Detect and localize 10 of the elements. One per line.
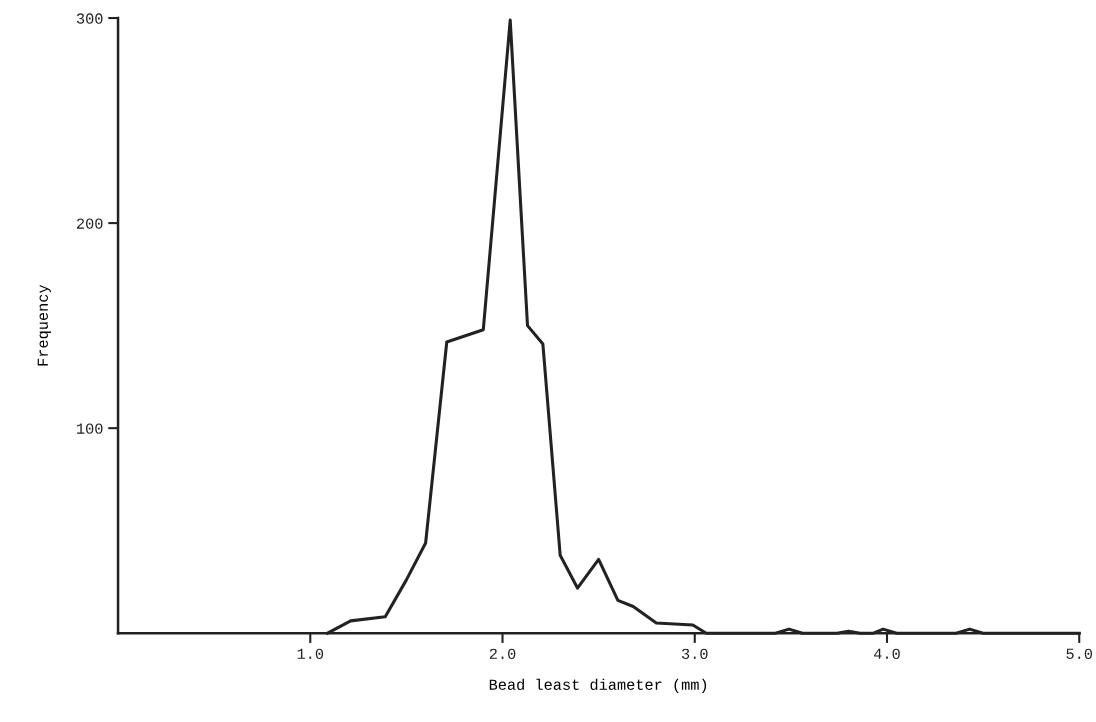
x-tick-label: 4.0 — [874, 648, 900, 659]
x-tick-label: 3.0 — [681, 648, 708, 659]
y-tick-label: 200 — [77, 218, 103, 229]
x-tick-label: 2.0 — [489, 648, 516, 659]
y-axis-title: Frequency — [37, 284, 51, 366]
y-tick-label: 100 — [77, 423, 103, 434]
x-axis-title: Bead least diameter (mm) — [489, 678, 707, 693]
y-tick-label: 300 — [76, 13, 103, 24]
x-tick-label: 5.0 — [1066, 648, 1093, 659]
x-tick-label: 1.0 — [297, 648, 324, 659]
